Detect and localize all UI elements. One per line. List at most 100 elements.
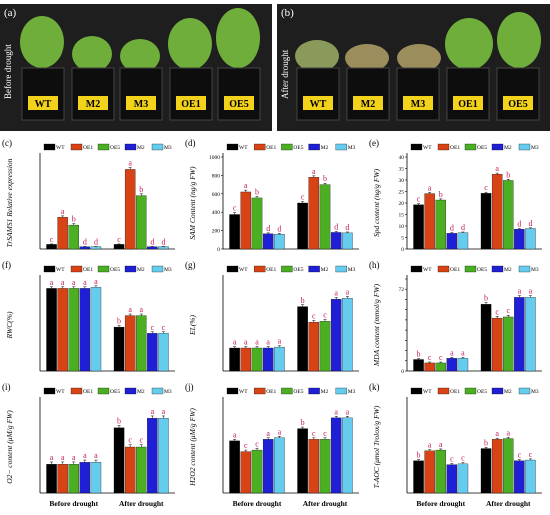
bar — [308, 322, 320, 372]
bar — [136, 446, 147, 494]
bar — [503, 316, 514, 372]
pot-wt — [21, 67, 65, 121]
legend-entry: OE5 — [110, 267, 120, 273]
legend-entry: WT — [56, 145, 65, 151]
significance-letter: d — [461, 223, 465, 232]
x-category-label: Before drought — [416, 499, 465, 508]
y-axis-label: EL(%) — [188, 315, 197, 336]
y-tick-label: 5 — [401, 236, 404, 242]
significance-letter: b — [139, 185, 143, 194]
bar — [68, 464, 79, 494]
pots — [296, 67, 540, 121]
bar — [413, 204, 424, 250]
significance-letter: a — [128, 305, 132, 314]
significance-letter: a — [233, 338, 237, 347]
bar — [319, 184, 331, 250]
pot-m3 — [396, 67, 440, 121]
chart-d-sam-content: (d) SAM Content (ng/g FW) 0 200 400 600 800 100… — [183, 137, 367, 259]
bar — [262, 233, 274, 250]
pot-tag — [224, 96, 254, 110]
chart-i-superoxide-content: (i) O2− content (μM/g FW) WT OE1 OE5 M2 M3 a a a a… — [0, 381, 183, 515]
bar — [251, 197, 263, 250]
pot-tag — [353, 96, 383, 110]
bar — [90, 462, 102, 494]
pot-m2 — [346, 67, 390, 121]
chart-c-trsams1-expression: (c) TrSAMS1 Relative expression WT OE1 OE5 M2… — [0, 137, 183, 259]
significance-letter: c — [323, 429, 327, 438]
legend-entry: WT — [239, 267, 248, 273]
legend-entry: WT — [423, 267, 432, 273]
significance-letter: d — [266, 224, 270, 233]
pot-label: M3 — [411, 99, 425, 110]
bar — [525, 297, 536, 372]
x-category-label: After drought — [119, 499, 164, 508]
y-tick-label: 40 — [399, 155, 405, 161]
y-tick-label: 200 — [212, 229, 221, 235]
legend-swatch — [70, 143, 83, 151]
y-tick-label: 35 — [399, 167, 405, 173]
bar — [158, 333, 169, 372]
bar — [297, 428, 308, 494]
significance-letter: a — [72, 278, 76, 287]
pot-label: WT — [35, 99, 52, 110]
legend-swatch — [97, 265, 110, 273]
significance-letter: a — [461, 348, 465, 357]
significance-letter: a — [266, 338, 270, 347]
pot-label: M2 — [86, 99, 100, 110]
bar — [342, 417, 353, 494]
significance-letter: c — [151, 323, 155, 332]
plant-wt — [295, 40, 339, 72]
legend-entry: WT — [239, 145, 248, 151]
legend-entry: M3 — [531, 145, 539, 151]
legend-swatch — [491, 387, 504, 395]
bar — [274, 234, 285, 250]
significance-letter: c — [518, 451, 522, 460]
bar — [319, 439, 331, 494]
legend-entry: M2 — [321, 267, 329, 273]
bar — [457, 358, 469, 372]
significance-letter: d — [83, 237, 87, 246]
legend-entry: M2 — [504, 389, 512, 395]
significance-letter: c — [312, 429, 316, 438]
y-tick-label: 72 — [399, 287, 405, 293]
bar — [46, 288, 57, 372]
significance-letter: a — [278, 427, 282, 436]
legend-entry: M3 — [531, 389, 539, 395]
pots — [21, 67, 261, 121]
y-axis-label: H2O2 content (μM/g FW) — [188, 408, 197, 487]
legend-swatch — [151, 143, 164, 151]
significance-letter: a — [278, 337, 282, 346]
legend-entry: WT — [56, 267, 65, 273]
bar — [274, 346, 285, 372]
significance-letter: a — [233, 430, 237, 439]
plant-oe5 — [216, 8, 260, 68]
bar — [480, 193, 492, 250]
legend-entry: M2 — [321, 389, 329, 395]
bar — [480, 304, 492, 372]
chart-canvas: (f)RWC(%)WT OE1 OE5 M2 M3a a a a aba ac c — [2, 260, 175, 372]
legend-swatch — [124, 143, 137, 151]
legend-swatch — [254, 387, 266, 395]
bar — [124, 169, 136, 250]
x-category-label: Before drought — [49, 499, 98, 508]
legend-entry: OE1 — [83, 267, 93, 273]
significance-letter: a — [312, 167, 316, 176]
legend-swatch — [226, 265, 239, 273]
legend-swatch — [437, 143, 450, 151]
legend-entry: OE1 — [83, 389, 93, 395]
legend-swatch — [281, 265, 293, 273]
significance-letter: c — [233, 204, 237, 213]
legend-entry: M3 — [348, 389, 356, 395]
bar — [413, 460, 424, 494]
legend-entry: M3 — [531, 267, 539, 273]
y-axis-label: SAM Content (ng/g FW) — [188, 166, 197, 240]
pot-tag — [303, 96, 333, 110]
y-tick-label: 600 — [212, 192, 221, 198]
y-axis-label: MDA content (mmol/g FW) — [372, 283, 381, 367]
pot-label: OE5 — [508, 99, 527, 110]
pot-tag — [78, 96, 108, 110]
significance-letter: d — [528, 219, 532, 228]
significance-letter: a — [61, 453, 65, 462]
significance-letter: a — [255, 338, 259, 347]
panel-label: (k) — [369, 382, 380, 392]
